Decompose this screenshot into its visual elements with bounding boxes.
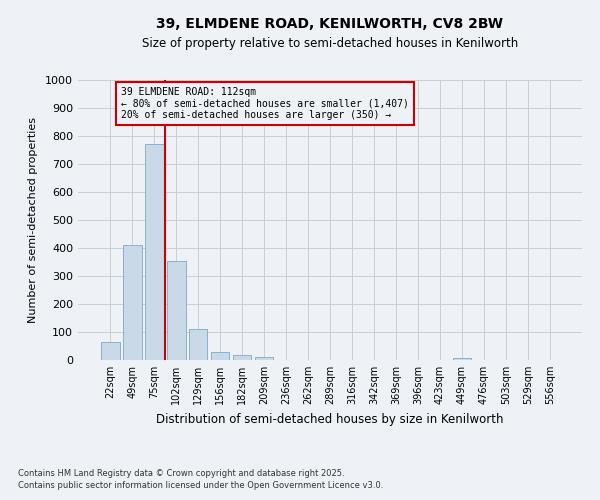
Bar [255,357,274,360]
Text: Contains HM Land Registry data © Crown copyright and database right 2025.: Contains HM Land Registry data © Crown c… [18,468,344,477]
Bar [189,328,208,360]
Bar [211,352,229,360]
Bar [123,245,142,360]
X-axis label: Distribution of semi-detached houses by size in Kenilworth: Distribution of semi-detached houses by … [156,412,504,426]
Text: Contains public sector information licensed under the Open Government Licence v3: Contains public sector information licen… [18,481,383,490]
Text: 39 ELMDENE ROAD: 112sqm
← 80% of semi-detached houses are smaller (1,407)
20% of: 39 ELMDENE ROAD: 112sqm ← 80% of semi-de… [121,87,409,120]
Bar [452,358,471,360]
Bar [101,342,119,360]
Bar [145,144,164,360]
Text: Size of property relative to semi-detached houses in Kenilworth: Size of property relative to semi-detach… [142,38,518,51]
Y-axis label: Number of semi-detached properties: Number of semi-detached properties [28,117,38,323]
Text: 39, ELMDENE ROAD, KENILWORTH, CV8 2BW: 39, ELMDENE ROAD, KENILWORTH, CV8 2BW [157,18,503,32]
Bar [167,260,185,360]
Bar [233,355,251,360]
